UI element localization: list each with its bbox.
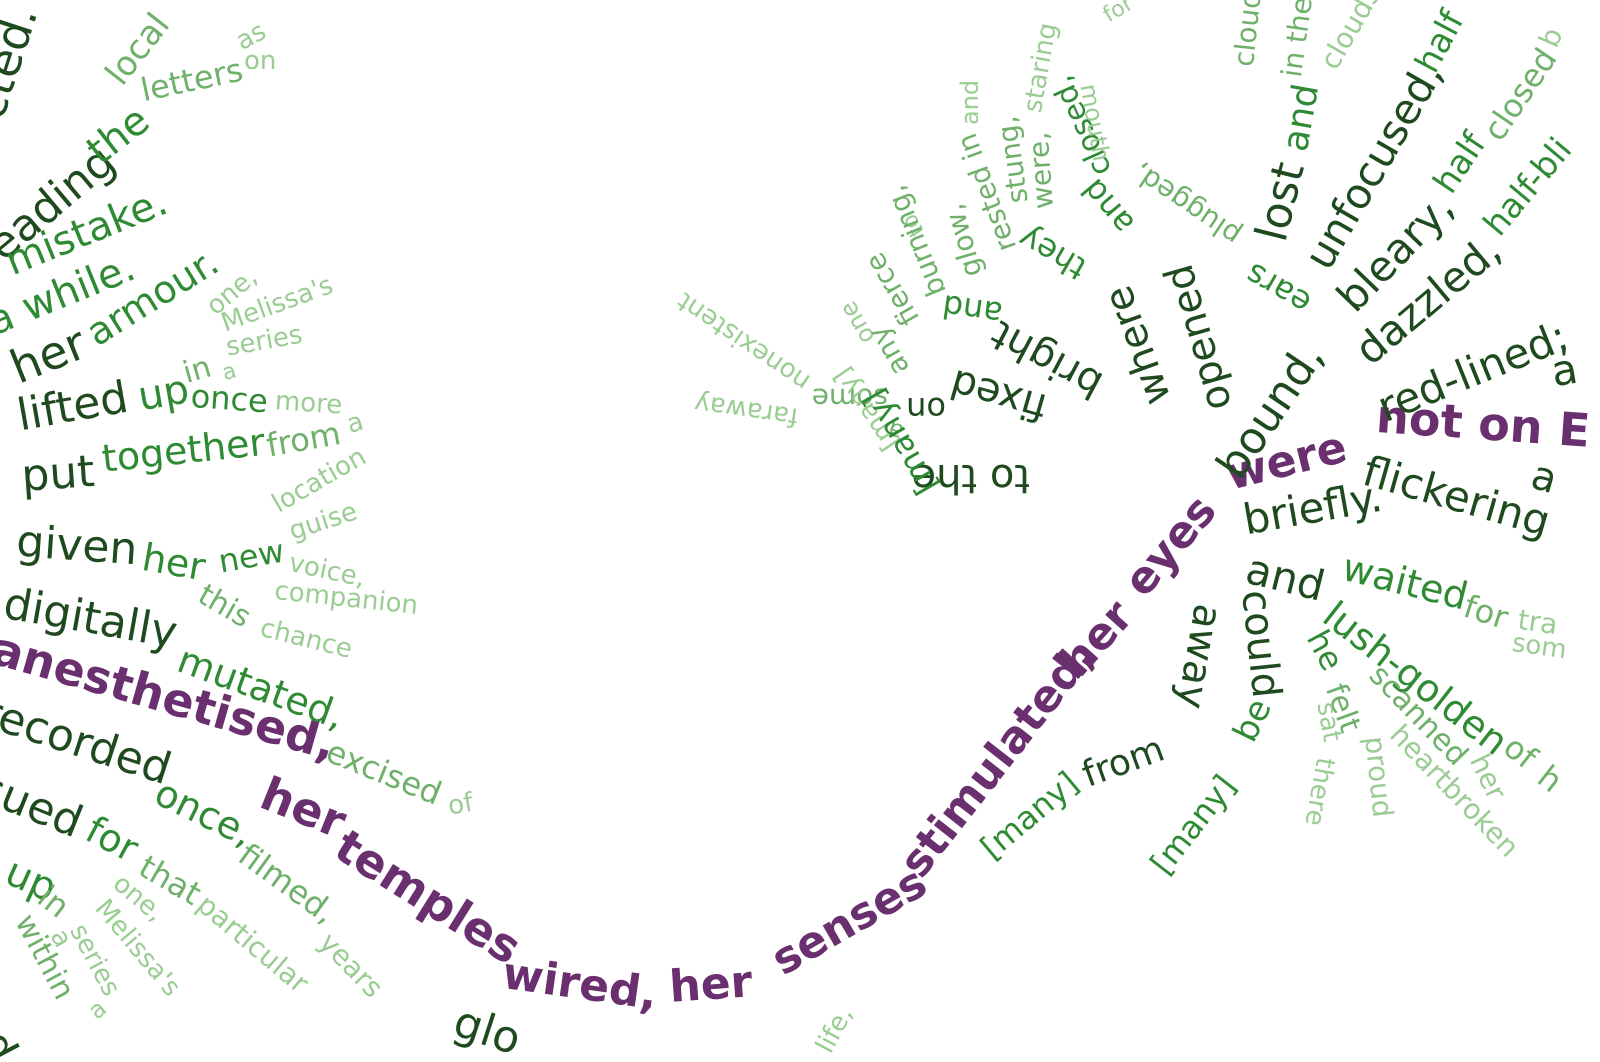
spine-word: eyes [1113,485,1227,607]
branch-word: any [861,320,916,382]
branch-word: on [906,390,946,428]
branch-word: sued [0,761,90,849]
branch-word: up [134,366,193,421]
branch-word: cloud [1227,0,1268,69]
branch-word: were, [1021,130,1060,211]
branch-word: h [1530,757,1570,801]
branch-word: in the [1275,0,1319,80]
branch-word: chance [257,613,356,665]
branch-word: they [1011,218,1093,288]
branch-word: companion [273,576,420,621]
branch-word: together [99,419,268,481]
branch-word: sat [1310,699,1347,744]
branch-word: once [189,377,270,421]
branch-word: her [138,535,209,590]
branch-word: plugged, [1126,156,1247,253]
branch-word: years [312,925,390,1005]
branch-word: filmed, [231,835,344,932]
branch-word: clouds [1313,0,1388,75]
branch-word: nonexistent [671,285,816,397]
branch-word: faraway [692,387,800,432]
branch-word: for [1459,587,1513,637]
branch-word: cted. [0,0,49,126]
branch-word: for [78,807,146,871]
branch-word: away [1167,600,1231,713]
spine-word: senses [763,856,936,986]
branch-word: and [939,286,1005,333]
branch-word: this [192,577,257,636]
branch-word: a [1547,343,1582,397]
branch-word: of [445,787,476,822]
branch-word: and [1275,80,1328,155]
branch-word: half [1407,4,1473,80]
branch-word: on [244,46,277,76]
branch-word: [many] [1142,767,1244,882]
branch-word: once, [148,770,261,856]
branch-word: and [956,79,984,125]
branch-word: half [1425,125,1495,201]
branch-word: letters [137,50,247,110]
branch-word: lost [1246,157,1315,247]
branch-word: put [19,445,97,502]
branch-word: given [14,516,140,576]
branch-word: new [215,531,288,581]
branch-word: ears [1238,255,1318,323]
branch-word: glo [447,996,528,1062]
branch-word: flickering [1357,446,1556,547]
spine-word: wired, [499,948,661,1021]
spine-word: her [667,956,754,1013]
spine-word: her [253,766,354,849]
branch-word: a [343,406,368,440]
branch-word: life, [810,1001,860,1059]
branch-word: could [1232,587,1290,701]
branch-word: som [1510,628,1569,666]
branch-word: a [82,994,112,1025]
branch-word: a [1526,452,1563,504]
branch-word: for [1099,0,1138,28]
branch-word: ted [0,983,28,1062]
branch-word: from [1076,728,1170,796]
branch-word: there [1298,755,1340,829]
branch-word: be [1225,692,1280,749]
